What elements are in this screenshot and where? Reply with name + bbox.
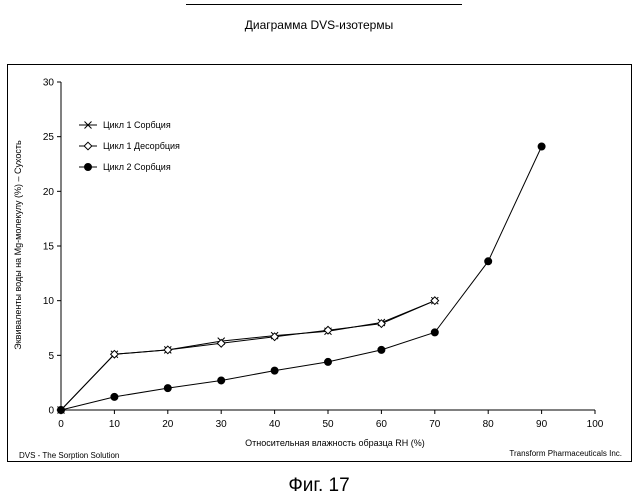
y-tick-label: 15: [43, 242, 55, 253]
marker-circle: [485, 258, 492, 265]
y-tick-label: 5: [48, 351, 54, 362]
marker-circle: [538, 143, 545, 150]
footer-software-label: DVS - The Sorption Solution: [19, 451, 119, 460]
y-tick-label: 10: [43, 296, 55, 307]
marker-circle: [164, 385, 171, 392]
x-tick-label: 90: [536, 419, 548, 430]
x-tick-label: 50: [322, 419, 334, 430]
legend: Цикл 1 Сорбция Цикл 1 Десорбция Цикл 2 Сор…: [79, 120, 180, 172]
marker-diamond: [324, 326, 332, 334]
legend-entry: Цикл 1 Сорбция: [79, 120, 171, 130]
x-tick-label: 30: [216, 419, 228, 430]
y-tick-label: 30: [43, 78, 55, 89]
series-layer: [57, 143, 545, 414]
x-tick-label: 100: [587, 419, 604, 430]
footer-company-label: Transform Pharmaceuticals Inc.: [380, 449, 622, 458]
marker-circle: [111, 393, 118, 400]
x-tick-label: 40: [269, 419, 281, 430]
y-tick-label: 25: [43, 132, 55, 143]
marker-circle: [58, 407, 65, 414]
series-line: [61, 147, 542, 410]
x-tick-label: 10: [109, 419, 121, 430]
figure-caption: Фиг. 17: [0, 475, 638, 497]
marker-circle: [271, 367, 278, 374]
marker-circle: [378, 346, 385, 353]
legend-label: Цикл 1 Десорбция: [103, 141, 180, 151]
x-tick-label: 70: [429, 419, 441, 430]
x-axis-label: Относительная влажность образца RH (%): [245, 438, 425, 448]
legend-label: Цикл 2 Сорбция: [103, 162, 171, 172]
axes: 0 5 10 15 20 25 30 0 10 20 30 40 50 60 70 80 90 100: [43, 78, 604, 431]
x-tick-label: 20: [162, 419, 174, 430]
legend-entry: Цикл 1 Десорбция: [79, 141, 180, 151]
marker-circle: [325, 358, 332, 365]
marker-circle: [218, 377, 225, 384]
y-tick-label: 0: [48, 406, 54, 417]
y-tick-label: 20: [43, 187, 55, 198]
x-tick-label: 0: [58, 419, 64, 430]
marker-circle: [431, 329, 438, 336]
legend-entry: Цикл 2 Сорбция: [79, 162, 171, 172]
marker-circle: [85, 164, 92, 171]
y-axis-label: Эквиваленты воды на Mg-молекулу (%) – Су…: [13, 140, 23, 350]
x-tick-label: 60: [376, 419, 388, 430]
marker-diamond: [84, 142, 92, 150]
marker-diamond: [271, 333, 279, 341]
x-tick-label: 80: [483, 419, 495, 430]
legend-label: Цикл 1 Сорбция: [103, 120, 171, 130]
series-3: [58, 143, 546, 413]
